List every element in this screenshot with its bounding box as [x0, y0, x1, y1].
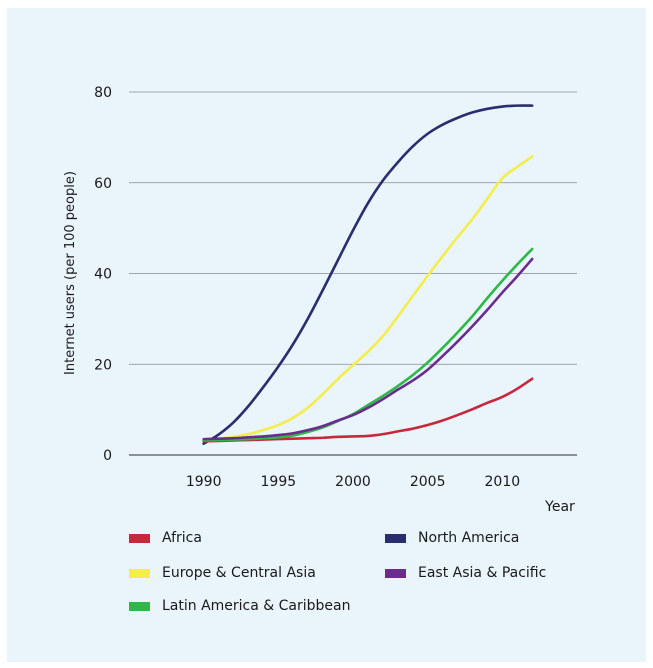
- y-tick-label: 60: [94, 176, 112, 192]
- chart-panel: [7, 8, 646, 662]
- x-tick-label: 2005: [410, 474, 446, 490]
- y-axis-label: Internet users (per 100 people): [63, 171, 78, 375]
- y-tick-label: 80: [94, 85, 112, 101]
- x-tick-label: 2010: [485, 474, 521, 490]
- y-tick-label: 40: [94, 267, 112, 283]
- x-axis-label: Year: [544, 499, 575, 515]
- series-line-latin-america-caribbean: [202, 247, 534, 442]
- series-line-europe-central-asia: [202, 155, 534, 442]
- x-tick-label: 2000: [335, 474, 371, 490]
- series-lines: [202, 104, 534, 445]
- y-tick-label: 20: [94, 357, 112, 373]
- y-tick-label: 0: [103, 448, 112, 464]
- x-tick-label: 1990: [186, 474, 222, 490]
- y-tick-labels: 0 20 40 60 80: [94, 85, 112, 464]
- series-line-north-america: [202, 104, 534, 445]
- x-tick-labels: 1990 1995 2000 2005 2010: [186, 474, 520, 490]
- series-line-east-asia-pacific: [202, 257, 534, 441]
- x-tick-label: 1995: [261, 474, 297, 490]
